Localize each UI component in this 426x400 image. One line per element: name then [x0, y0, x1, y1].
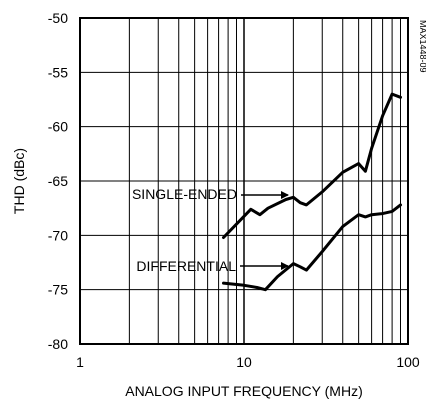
figure-code: MAX1448-09	[418, 20, 426, 73]
series-line-single-ended	[222, 92, 402, 239]
y-tick-label: -55	[48, 64, 68, 80]
x-tick-label: 1	[76, 354, 84, 370]
y-tick-label: -60	[48, 119, 68, 135]
series-line-differential	[222, 203, 402, 292]
series-layer	[222, 92, 402, 292]
grid	[80, 18, 408, 344]
y-axis-title: THD (dBc)	[11, 148, 27, 214]
y-tick-label: -75	[48, 282, 68, 298]
y-tick-label: -50	[48, 10, 68, 26]
y-tick-label: -70	[48, 227, 68, 243]
x-tick-label: 100	[396, 354, 420, 370]
series-label-differential: DIFFERENTIAL	[136, 258, 236, 274]
y-tick-label: -65	[48, 173, 68, 189]
y-tick-label: -80	[48, 336, 68, 352]
annotations: SINGLE-ENDED DIFFERENTIAL	[132, 186, 289, 274]
series-label-single-ended: SINGLE-ENDED	[132, 186, 237, 202]
x-tick-label: 10	[236, 354, 252, 370]
plot-frame	[79, 17, 409, 345]
tick-labels: -50 -55 -60 -65 -70 -75 -80 1 10 100	[48, 10, 420, 370]
x-axis-title: ANALOG INPUT FREQUENCY (MHz)	[125, 383, 363, 399]
